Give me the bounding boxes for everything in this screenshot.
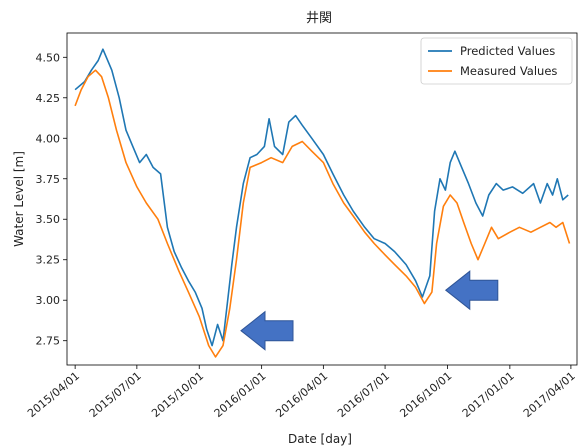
series-layer — [74, 48, 571, 358]
annotation-arrow — [444, 270, 499, 311]
measured-values-line — [74, 69, 571, 358]
y-tick-label: 4.50 — [36, 51, 61, 64]
x-axis-label: Date [day] — [288, 432, 352, 446]
legend-box — [420, 37, 573, 85]
annotation-layer — [240, 270, 499, 351]
legend-label-measured: Measured Values — [460, 64, 557, 78]
y-tick-label: 3.50 — [36, 213, 61, 226]
y-tick-label: 4.00 — [36, 132, 61, 145]
y-axis-label: Water Level [m] — [12, 151, 26, 247]
y-axis: 2.75 3.00 3.25 3.50 3.75 4.00 4.25 4.50 — [36, 51, 67, 348]
chart-title: 井関 — [306, 11, 332, 26]
legend: Predicted Values Measured Values — [420, 37, 573, 85]
legend-label-predicted: Predicted Values — [460, 44, 555, 58]
plot-frame — [66, 32, 578, 366]
y-tick-label: 3.00 — [36, 294, 61, 307]
y-tick-label: 3.75 — [36, 173, 61, 186]
predicted-values-line — [74, 48, 569, 347]
y-tick-label: 2.75 — [36, 335, 61, 348]
y-tick-label: 3.25 — [36, 254, 61, 267]
annotation-arrow — [240, 310, 294, 351]
y-tick-label: 4.25 — [36, 92, 61, 105]
